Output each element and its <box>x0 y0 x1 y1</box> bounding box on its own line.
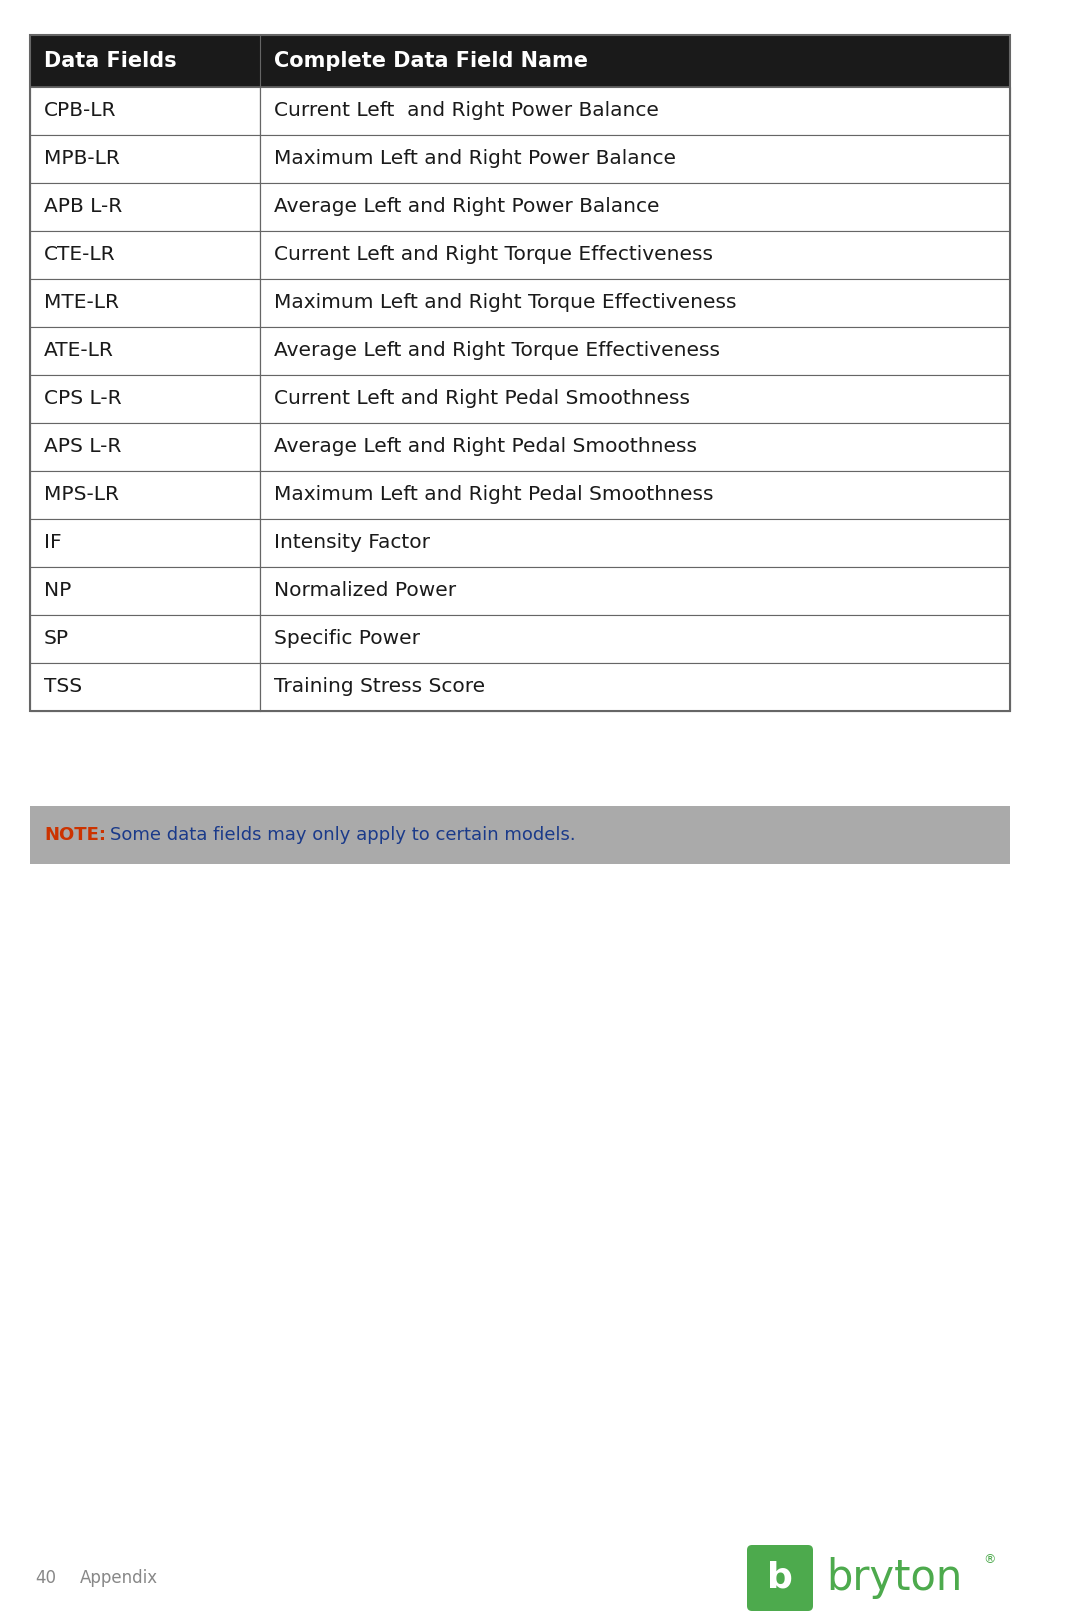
Text: ATE-LR: ATE-LR <box>44 342 114 360</box>
Bar <box>260 279 1010 327</box>
Text: Normalized Power: Normalized Power <box>274 582 456 600</box>
Text: CTE-LR: CTE-LR <box>44 245 115 265</box>
Bar <box>30 519 260 568</box>
Text: Data Fields: Data Fields <box>44 52 177 71</box>
Text: Maximum Left and Right Power Balance: Maximum Left and Right Power Balance <box>274 150 677 168</box>
Bar <box>260 231 1010 279</box>
Text: Some data fields may only apply to certain models.: Some data fields may only apply to certa… <box>110 826 575 844</box>
Text: MPS-LR: MPS-LR <box>44 486 119 505</box>
Bar <box>30 279 260 327</box>
Bar <box>30 663 260 711</box>
Text: Complete Data Field Name: Complete Data Field Name <box>274 52 588 71</box>
Bar <box>30 35 1010 87</box>
Text: CPB-LR: CPB-LR <box>44 102 117 121</box>
Text: 40: 40 <box>35 1569 56 1587</box>
Text: ®: ® <box>983 1553 996 1566</box>
Text: b: b <box>767 1561 793 1595</box>
Text: Average Left and Right Torque Effectiveness: Average Left and Right Torque Effectiven… <box>274 342 721 360</box>
Text: Intensity Factor: Intensity Factor <box>274 534 431 553</box>
Text: APB L-R: APB L-R <box>44 197 122 216</box>
Bar <box>30 87 260 135</box>
Text: Appendix: Appendix <box>80 1569 159 1587</box>
Text: Average Left and Right Pedal Smoothness: Average Left and Right Pedal Smoothness <box>274 437 697 456</box>
Text: SP: SP <box>44 629 69 648</box>
Bar <box>30 231 260 279</box>
Text: Current Left  and Right Power Balance: Current Left and Right Power Balance <box>274 102 659 121</box>
Bar <box>260 471 1010 519</box>
Text: Maximum Left and Right Pedal Smoothness: Maximum Left and Right Pedal Smoothness <box>274 486 714 505</box>
Bar <box>30 182 260 231</box>
Bar <box>260 327 1010 374</box>
Bar <box>30 615 260 663</box>
Bar <box>30 423 260 471</box>
Bar <box>260 663 1010 711</box>
Bar <box>30 135 260 182</box>
Bar <box>260 568 1010 615</box>
Bar <box>260 423 1010 471</box>
Text: TSS: TSS <box>44 677 82 697</box>
Bar <box>30 568 260 615</box>
Text: CPS L-R: CPS L-R <box>44 389 122 408</box>
Bar <box>30 374 260 423</box>
Text: NP: NP <box>44 582 71 600</box>
Bar <box>30 806 1010 865</box>
Text: IF: IF <box>44 534 62 553</box>
Bar <box>260 135 1010 182</box>
Bar <box>260 615 1010 663</box>
Text: Current Left and Right Torque Effectiveness: Current Left and Right Torque Effectiven… <box>274 245 713 265</box>
Bar <box>30 471 260 519</box>
Text: MPB-LR: MPB-LR <box>44 150 120 168</box>
Text: Training Stress Score: Training Stress Score <box>274 677 486 697</box>
Text: bryton: bryton <box>827 1557 962 1598</box>
Text: Maximum Left and Right Torque Effectiveness: Maximum Left and Right Torque Effectiven… <box>274 294 737 313</box>
Bar <box>30 35 1010 711</box>
Text: Average Left and Right Power Balance: Average Left and Right Power Balance <box>274 197 659 216</box>
Bar <box>260 374 1010 423</box>
Bar <box>30 327 260 374</box>
Text: NOTE:: NOTE: <box>44 826 106 844</box>
Bar <box>260 519 1010 568</box>
Text: APS L-R: APS L-R <box>44 437 121 456</box>
Text: Specific Power: Specific Power <box>274 629 421 648</box>
Bar <box>260 87 1010 135</box>
Bar <box>260 182 1010 231</box>
Text: MTE-LR: MTE-LR <box>44 294 119 313</box>
Text: Current Left and Right Pedal Smoothness: Current Left and Right Pedal Smoothness <box>274 389 691 408</box>
FancyBboxPatch shape <box>747 1545 812 1611</box>
